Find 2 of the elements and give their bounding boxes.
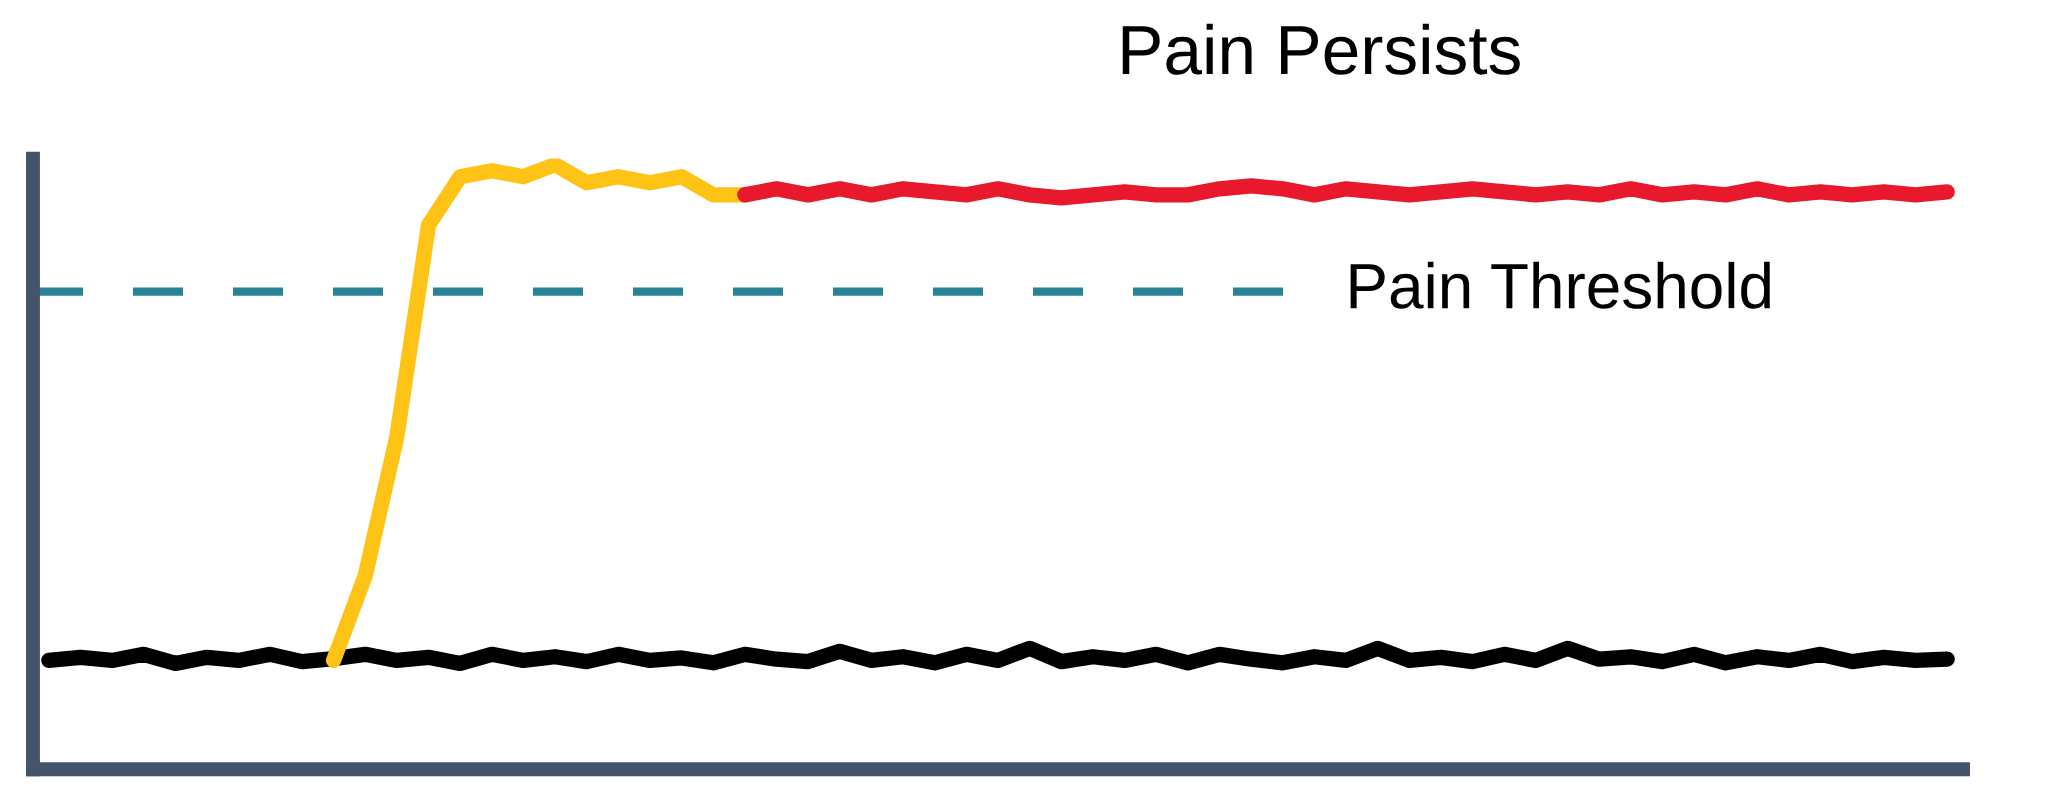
ref-line-label: Pain Threshold: [1350, 261, 1770, 309]
text: Pain Persists: [1122, 23, 1520, 75]
